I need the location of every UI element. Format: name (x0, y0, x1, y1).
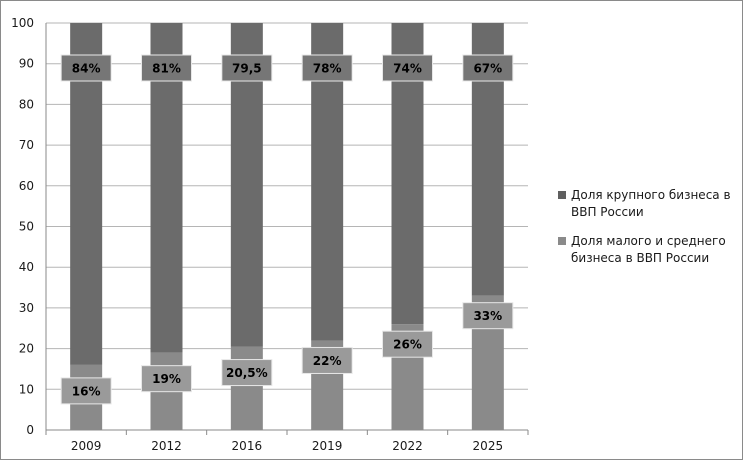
y-tick-label: 50 (19, 220, 34, 234)
legend-label: Доля крупного бизнеса в ВВП России (571, 188, 731, 219)
data-label-large: 79,5 (232, 62, 262, 76)
gridlines (45, 22, 529, 435)
data-label-small-medium: 33% (473, 309, 502, 323)
data-label-small-medium: 20,5% (226, 366, 268, 380)
data-label-large: 67% (473, 62, 502, 76)
data-label-large-box (462, 54, 514, 82)
data-label-large: 81% (152, 62, 181, 76)
legend-label: Доля малого и среднего бизнеса в ВВП Росс… (571, 234, 726, 265)
data-label-small-medium-box (462, 302, 514, 330)
data-label-small-medium-box (382, 330, 433, 358)
data-label-large: 74% (393, 62, 422, 76)
data-label-large-box (141, 54, 192, 82)
data-label-small-medium: 22% (313, 354, 342, 368)
data-label-small-medium-box (221, 359, 273, 387)
data-label-small-medium-box (301, 346, 353, 374)
data-label-large: 78% (313, 62, 342, 76)
x-tick-label: 2019 (312, 439, 343, 453)
x-axis-ticks: 2009 2012 2016 2019 2022 2025 (71, 439, 503, 453)
legend-swatch (558, 191, 566, 199)
x-tick-label: 2022 (392, 439, 423, 453)
data-label-large: 84% (72, 62, 101, 76)
data-labels: 84% 16% 81% 19% 79,5 20,5% 78% 22% 74% 26% 67% 33% (60, 54, 514, 405)
data-label-small-medium: 16% (72, 384, 101, 398)
y-tick-label: 70 (19, 138, 34, 152)
data-label-small-medium: 19% (152, 372, 181, 386)
y-tick-label: 30 (19, 301, 34, 315)
legend: Доля крупного бизнеса в ВВП России Доля ма… (558, 188, 731, 265)
y-tick-label: 10 (19, 382, 34, 396)
x-tick-label: 2009 (71, 439, 102, 453)
x-tick-label: 2012 (151, 439, 182, 453)
y-tick-label: 60 (19, 179, 34, 193)
data-label-small-medium: 26% (393, 338, 422, 352)
y-tick-label: 0 (26, 423, 34, 437)
data-label-small-medium-box (60, 377, 112, 405)
y-tick-label: 20 (19, 342, 34, 356)
y-tick-label: 100 (11, 16, 34, 30)
y-tick-label: 90 (19, 57, 34, 71)
x-tick-label: 2016 (232, 439, 263, 453)
data-label-small-medium-box (141, 365, 192, 393)
data-label-large-box (221, 54, 273, 82)
y-axis-ticks: 0 10 20 30 40 50 60 70 80 90 100 (11, 16, 34, 437)
data-label-large-box (301, 54, 353, 82)
legend-swatch (558, 237, 566, 245)
data-label-large-box (60, 54, 112, 82)
y-tick-label: 80 (19, 97, 34, 111)
data-label-large-box (382, 54, 433, 82)
y-tick-label: 40 (19, 260, 34, 274)
x-tick-label: 2025 (473, 439, 504, 453)
